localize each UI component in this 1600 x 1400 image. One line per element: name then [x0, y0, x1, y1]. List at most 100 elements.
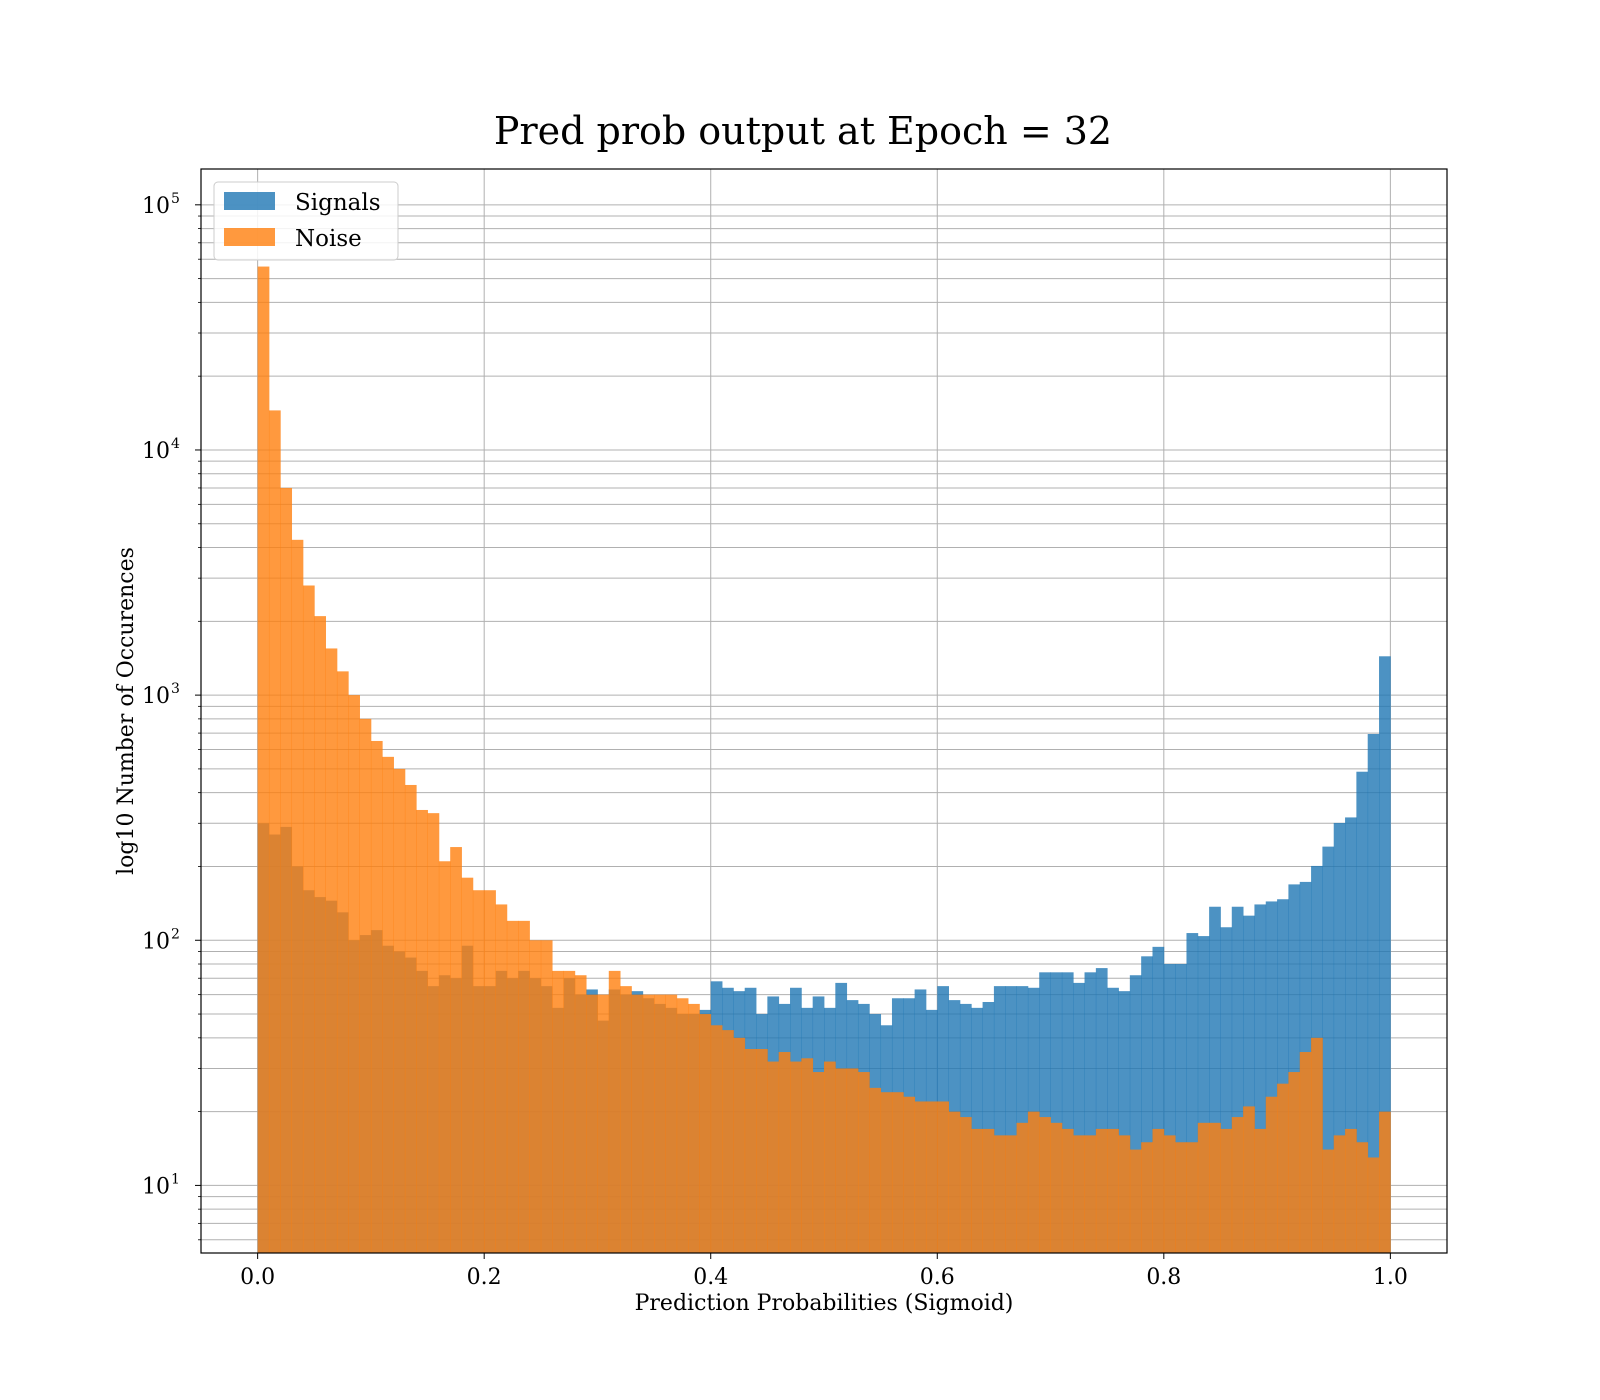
signals-bar: [1231, 906, 1244, 1253]
noise-bar: [631, 994, 644, 1253]
signals-bar: [1186, 933, 1199, 1253]
noise-bar: [518, 920, 530, 1253]
noise-bar: [710, 1025, 723, 1253]
x-axis-ticks: 0.0 0.2 0.4 0.6 0.8 1.0: [240, 1253, 1408, 1290]
signals-bar: [1288, 884, 1301, 1253]
noise-bar: [1073, 1135, 1085, 1253]
noise-bar: [665, 994, 678, 1253]
y-tick-exponent: 1: [171, 1171, 180, 1187]
noise-bar: [461, 877, 474, 1253]
noise-bar: [1299, 1052, 1312, 1253]
legend-label-signals: Signals: [295, 190, 381, 216]
x-tick-label: 0.2: [467, 1265, 502, 1290]
noise-bar: [506, 920, 519, 1253]
noise-bar: [1265, 1096, 1278, 1253]
noise-bar: [676, 998, 689, 1253]
noise-bar: [869, 1087, 882, 1253]
x-tick-label: 0.6: [920, 1265, 955, 1290]
noise-bar: [1379, 1111, 1391, 1253]
y-tick-exponent: 4: [171, 436, 180, 452]
noise-bar: [1231, 1117, 1244, 1253]
x-tick-label: 0.4: [693, 1265, 728, 1290]
signals-bar: [1197, 936, 1210, 1253]
noise-bar: [416, 809, 428, 1253]
noise-bar: [1118, 1135, 1131, 1253]
noise-bar: [1039, 1117, 1051, 1253]
noise-bar: [1288, 1072, 1301, 1253]
signals-bar: [1129, 975, 1142, 1253]
signals-bar: [1118, 991, 1131, 1253]
noise-bar: [1209, 1122, 1221, 1253]
noise-bar: [846, 1068, 859, 1253]
noise-bar: [1254, 1128, 1267, 1253]
noise-bar: [1061, 1128, 1074, 1253]
noise-bar: [790, 1061, 802, 1253]
noise-bar: [801, 1058, 814, 1253]
noise-bar: [438, 861, 451, 1253]
signals-bar: [1163, 964, 1176, 1253]
noise-bar: [1197, 1122, 1210, 1253]
noise-bar: [1345, 1128, 1357, 1253]
legend: Signals Noise: [213, 181, 399, 261]
noise-bar: [1277, 1083, 1289, 1253]
y-tick-label: 10: [142, 1174, 170, 1199]
noise-bar: [359, 718, 372, 1253]
signals-bar: [1333, 822, 1346, 1253]
noise-bar: [642, 994, 655, 1253]
noise-bar: [1016, 1122, 1029, 1253]
noise-bar: [1243, 1106, 1255, 1253]
noise-bar: [722, 1030, 734, 1253]
noise-bar: [302, 585, 315, 1253]
noise-bar: [778, 1052, 791, 1253]
noise-bar: [291, 539, 304, 1253]
y-tick-exponent: 5: [171, 191, 180, 207]
noise-bar: [688, 1003, 700, 1253]
signals-bar: [993, 986, 1006, 1253]
noise-bar: [450, 847, 462, 1253]
noise-bar: [857, 1072, 870, 1253]
signals-bar: [1277, 899, 1289, 1253]
signals-bar: [1265, 901, 1278, 1253]
noise-bar: [767, 1061, 780, 1253]
noise-bar: [393, 768, 406, 1253]
noise-bar: [880, 1092, 893, 1253]
noise-bar: [280, 487, 293, 1253]
signals-bar: [1152, 946, 1165, 1253]
noise-bar: [1141, 1142, 1153, 1253]
signals-bar: [1005, 986, 1017, 1253]
x-tick-label: 0.8: [1146, 1265, 1181, 1290]
x-tick-label: 0.0: [240, 1265, 275, 1290]
noise-bar: [404, 784, 417, 1253]
noise-bar: [914, 1101, 927, 1253]
noise-bar: [1175, 1142, 1187, 1253]
noise-bar: [484, 890, 496, 1253]
noise-bar: [1050, 1122, 1063, 1253]
y-axis-label: log10 Number of Occurences: [114, 547, 139, 875]
noise-bar: [325, 648, 338, 1253]
noise-bar: [1367, 1157, 1380, 1253]
legend-label-noise: Noise: [295, 226, 362, 252]
x-axis-label: Prediction Probabilities (Sigmoid): [635, 1291, 1014, 1316]
noise-bar: [268, 410, 281, 1253]
signals-bar: [1073, 982, 1085, 1253]
y-tick-label: 10: [142, 929, 170, 954]
noise-bar: [1163, 1135, 1176, 1253]
noise-bar: [891, 1092, 904, 1253]
signals-bar: [1379, 656, 1391, 1253]
noise-bar: [552, 970, 564, 1253]
noise-bar: [744, 1049, 757, 1253]
signals-bar: [1016, 986, 1029, 1253]
noise-bar: [937, 1101, 949, 1253]
noise-bar: [370, 740, 383, 1253]
signals-bar: [1367, 734, 1380, 1253]
signals-bar: [1243, 915, 1255, 1253]
y-tick-label: 10: [142, 684, 170, 709]
noise-bars: [257, 266, 1391, 1253]
noise-bar: [959, 1117, 972, 1253]
signals-bar: [1107, 987, 1119, 1253]
noise-bar: [925, 1101, 938, 1253]
signals-bar: [1322, 846, 1335, 1253]
signals-bar: [1209, 906, 1221, 1253]
